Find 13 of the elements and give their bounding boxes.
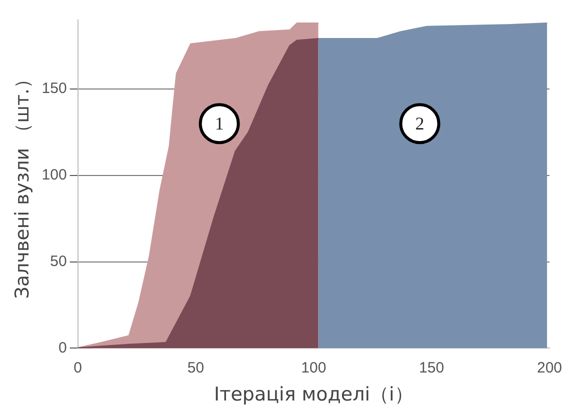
y-tick-label: 150 — [42, 80, 67, 98]
annotation: 1 — [214, 113, 224, 134]
y-tick-label: 100 — [42, 166, 67, 184]
annotation: 2 — [415, 113, 424, 134]
y-tick-label: 0 — [58, 339, 67, 356]
y-axis-title: Залчвені вузли （шт.） — [11, 69, 34, 299]
x-tick-label: 50 — [187, 359, 204, 376]
x-tick-label: 100 — [301, 359, 326, 376]
x-tick-label: 150 — [419, 359, 444, 376]
y-tick-label: 50 — [50, 252, 67, 270]
x-tick-label: 0 — [74, 359, 82, 376]
x-tick-label: 200 — [536, 359, 562, 376]
x-axis-title: Ітерація моделі（i） — [214, 384, 414, 406]
